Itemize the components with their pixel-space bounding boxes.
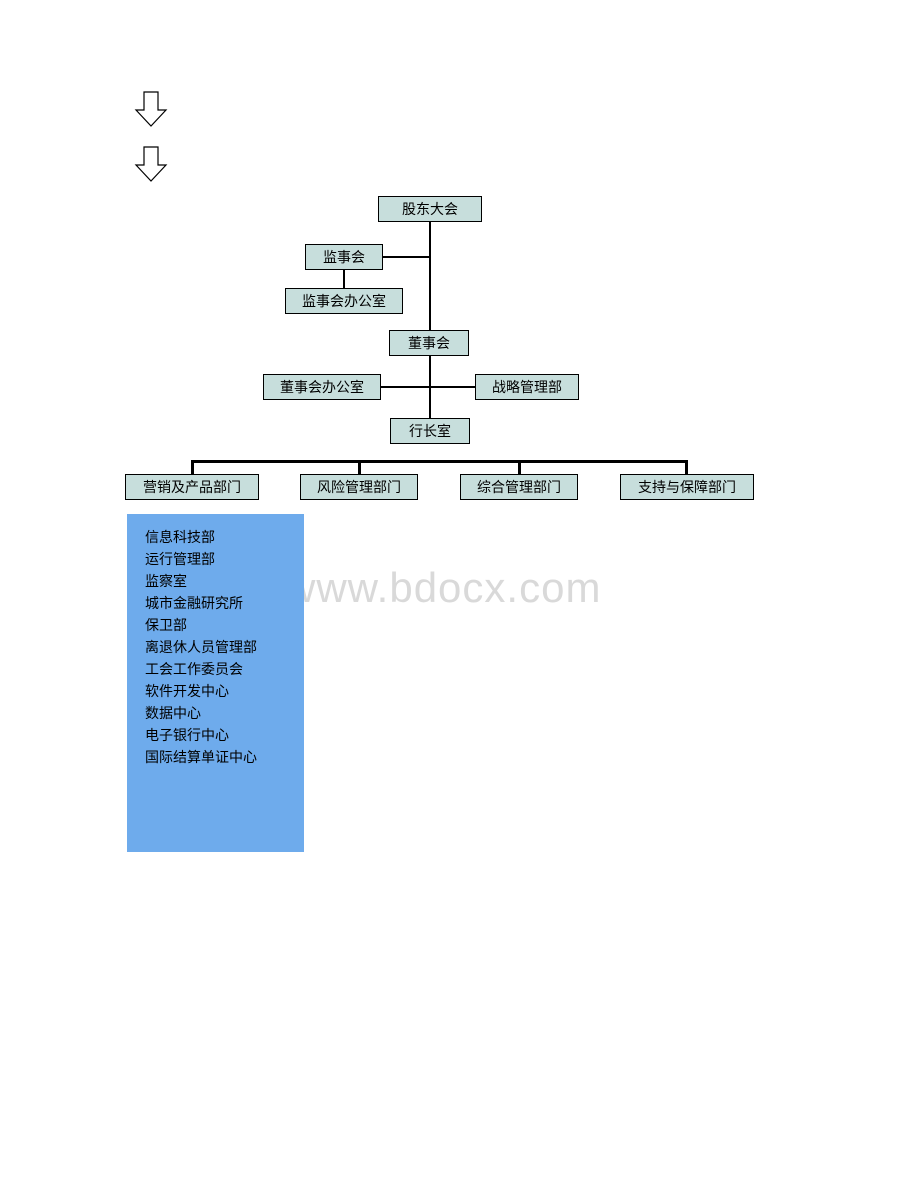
node-label: 风险管理部门 <box>317 477 401 497</box>
node-label: 董事会办公室 <box>280 377 364 397</box>
connector <box>358 460 361 474</box>
node-board: 董事会 <box>389 330 469 356</box>
node-dept-support: 支持与保障部门 <box>620 474 754 500</box>
detail-item: 信息科技部 <box>145 528 286 550</box>
org-chart: 股东大会 监事会 监事会办公室 董事会 董事会办公室 战略管理部 行长室 营销及… <box>0 0 920 1191</box>
node-label: 监事会 <box>323 247 365 267</box>
node-label: 营销及产品部门 <box>143 477 241 497</box>
node-label: 董事会 <box>408 333 450 353</box>
node-strategy: 战略管理部 <box>475 374 579 400</box>
connector <box>383 256 430 258</box>
detail-item: 离退休人员管理部 <box>145 638 286 660</box>
node-dept-marketing: 营销及产品部门 <box>125 474 259 500</box>
detail-item: 城市金融研究所 <box>145 594 286 616</box>
detail-item: 软件开发中心 <box>145 682 286 704</box>
detail-item: 国际结算单证中心 <box>145 748 286 770</box>
node-dept-general: 综合管理部门 <box>460 474 578 500</box>
node-label: 行长室 <box>409 421 451 441</box>
node-shareholders: 股东大会 <box>378 196 482 222</box>
detail-item: 运行管理部 <box>145 550 286 572</box>
node-supervisory: 监事会 <box>305 244 383 270</box>
detail-panel: 信息科技部 运行管理部 监察室 城市金融研究所 保卫部 离退休人员管理部 工会工… <box>127 514 304 852</box>
connector <box>191 460 194 474</box>
node-board-office: 董事会办公室 <box>263 374 381 400</box>
node-label: 股东大会 <box>402 199 458 219</box>
node-label: 战略管理部 <box>492 377 562 397</box>
connector <box>430 386 475 388</box>
detail-item: 工会工作委员会 <box>145 660 286 682</box>
connector <box>518 460 521 474</box>
arrow-down-icon <box>133 90 169 130</box>
connector <box>343 270 345 288</box>
node-dept-risk: 风险管理部门 <box>300 474 418 500</box>
arrow-down-icon <box>133 145 169 185</box>
detail-item: 数据中心 <box>145 704 286 726</box>
detail-item: 电子银行中心 <box>145 726 286 748</box>
connector <box>685 460 688 474</box>
detail-item: 保卫部 <box>145 616 286 638</box>
node-supervisory-office: 监事会办公室 <box>285 288 403 314</box>
node-president: 行长室 <box>390 418 470 444</box>
detail-item: 监察室 <box>145 572 286 594</box>
node-label: 综合管理部门 <box>477 477 561 497</box>
node-label: 监事会办公室 <box>302 291 386 311</box>
node-label: 支持与保障部门 <box>638 477 736 497</box>
connector <box>191 460 688 463</box>
connector <box>381 386 430 388</box>
